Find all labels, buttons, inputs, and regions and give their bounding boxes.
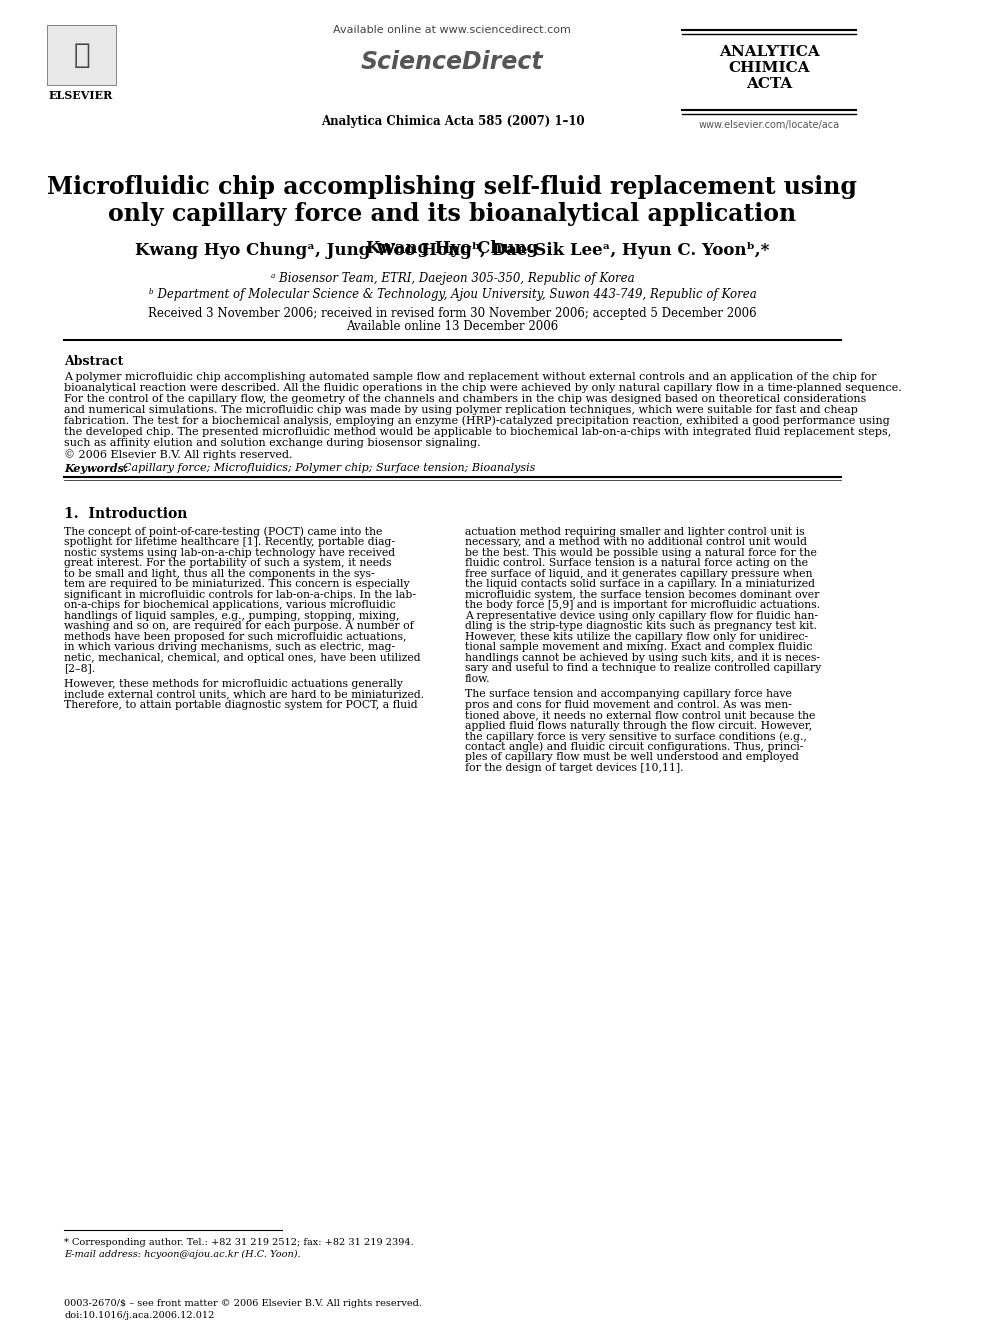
Text: dling is the strip-type diagnostic kits such as pregnancy test kit.: dling is the strip-type diagnostic kits … [464, 622, 816, 631]
Text: applied fluid flows naturally through the flow circuit. However,: applied fluid flows naturally through th… [464, 721, 811, 730]
Text: nostic systems using lab-on-a-chip technology have received: nostic systems using lab-on-a-chip techn… [64, 548, 395, 558]
Text: free surface of liquid, and it generates capillary pressure when: free surface of liquid, and it generates… [464, 569, 812, 578]
Text: [2–8].: [2–8]. [64, 663, 95, 673]
Text: Kwang Hyo Chung: Kwang Hyo Chung [366, 239, 539, 257]
Text: ANALYTICA
CHIMICA
ACTA: ANALYTICA CHIMICA ACTA [719, 45, 819, 91]
Bar [47, 25, 116, 85]
Text: Received 3 November 2006; received in revised form 30 November 2006; accepted 5 : Received 3 November 2006; received in re… [148, 307, 757, 320]
Text: tem are required to be miniaturized. This concern is especially: tem are required to be miniaturized. Thi… [64, 579, 410, 589]
Text: fabrication. The test for a biochemical analysis, employing an enzyme (HRP)-cata: fabrication. The test for a biochemical … [64, 415, 890, 426]
Text: Abstract: Abstract [64, 355, 123, 368]
Text: sary and useful to find a technique to realize controlled capillary: sary and useful to find a technique to r… [464, 663, 820, 673]
Text: The surface tension and accompanying capillary force have: The surface tension and accompanying cap… [464, 689, 792, 700]
Text: www.elsevier.com/locate/aca: www.elsevier.com/locate/aca [698, 120, 840, 130]
Text: Capillary force; Microfluidics; Polymer chip; Surface tension; Bioanalysis: Capillary force; Microfluidics; Polymer … [116, 463, 536, 472]
Text: the developed chip. The presented microfluidic method would be applicable to bio: the developed chip. The presented microf… [64, 427, 892, 437]
Text: © 2006 Elsevier B.V. All rights reserved.: © 2006 Elsevier B.V. All rights reserved… [64, 448, 293, 459]
Text: washing and so on, are required for each purpose. A number of: washing and so on, are required for each… [64, 622, 414, 631]
Text: to be small and light, thus all the components in the sys-: to be small and light, thus all the comp… [64, 569, 375, 578]
Text: tional sample movement and mixing. Exact and complex fluidic: tional sample movement and mixing. Exact… [464, 642, 812, 652]
Text: Keywords:: Keywords: [64, 463, 128, 474]
Text: flow.: flow. [464, 673, 490, 684]
Text: doi:10.1016/j.aca.2006.12.012: doi:10.1016/j.aca.2006.12.012 [64, 1311, 214, 1320]
Text: in which various driving mechanisms, such as electric, mag-: in which various driving mechanisms, suc… [64, 642, 395, 652]
Text: Available online at www.sciencedirect.com: Available online at www.sciencedirect.co… [333, 25, 571, 34]
Text: Available online 13 December 2006: Available online 13 December 2006 [346, 320, 558, 333]
Text: However, these methods for microfluidic actuations generally: However, these methods for microfluidic … [64, 679, 403, 689]
Text: The concept of point-of-care-testing (POCT) came into the: The concept of point-of-care-testing (PO… [64, 527, 383, 537]
Text: A polymer microfluidic chip accomplishing automated sample flow and replacement : A polymer microfluidic chip accomplishin… [64, 372, 877, 382]
Text: However, these kits utilize the capillary flow only for unidirec-: However, these kits utilize the capillar… [464, 632, 807, 642]
Text: tioned above, it needs no external flow control unit because the: tioned above, it needs no external flow … [464, 710, 815, 720]
Text: such as affinity elution and solution exchange during biosensor signaling.: such as affinity elution and solution ex… [64, 438, 481, 447]
Text: only capillary force and its bioanalytical application: only capillary force and its bioanalytic… [108, 202, 797, 226]
Text: ELSEVIER: ELSEVIER [49, 90, 113, 101]
Text: microfluidic system, the surface tension becomes dominant over: microfluidic system, the surface tension… [464, 590, 819, 599]
Text: handlings cannot be achieved by using such kits, and it is neces-: handlings cannot be achieved by using su… [464, 652, 819, 663]
Text: the liquid contacts solid surface in a capillary. In a miniaturized: the liquid contacts solid surface in a c… [464, 579, 814, 589]
Text: great interest. For the portability of such a system, it needs: great interest. For the portability of s… [64, 558, 392, 569]
Text: include external control units, which are hard to be miniaturized.: include external control units, which ar… [64, 689, 425, 700]
Text: ScienceDirect: ScienceDirect [361, 50, 544, 74]
Text: ᵃ Biosensor Team, ETRI, Daejeon 305-350, Republic of Korea: ᵃ Biosensor Team, ETRI, Daejeon 305-350,… [271, 273, 634, 284]
Text: actuation method requiring smaller and lighter control unit is: actuation method requiring smaller and l… [464, 527, 805, 537]
Text: E-mail address: hcyoon@ajou.ac.kr (H.C. Yoon).: E-mail address: hcyoon@ajou.ac.kr (H.C. … [64, 1249, 301, 1258]
Text: significant in microfluidic controls for lab-on-a-chips. In the lab-: significant in microfluidic controls for… [64, 590, 416, 599]
Text: ᵇ Department of Molecular Science & Technology, Ajou University, Suwon 443-749, : ᵇ Department of Molecular Science & Tech… [149, 288, 756, 300]
Text: the body force [5,9] and is important for microfluidic actuations.: the body force [5,9] and is important fo… [464, 601, 819, 610]
Text: for the design of target devices [10,11].: for the design of target devices [10,11]… [464, 762, 683, 773]
Text: Microfluidic chip accomplishing self-fluid replacement using: Microfluidic chip accomplishing self-flu… [48, 175, 857, 198]
Text: and numerical simulations. The microfluidic chip was made by using polymer repli: and numerical simulations. The microflui… [64, 405, 858, 415]
Text: Kwang Hyo Chungᵃ, Jung Woo Hongᵇ, Dae-Sik Leeᵃ, Hyun C. Yoonᵇ,*: Kwang Hyo Chungᵃ, Jung Woo Hongᵇ, Dae-Si… [135, 242, 770, 259]
Text: 1.  Introduction: 1. Introduction [64, 507, 187, 521]
Text: For the control of the capillary flow, the geometry of the channels and chambers: For the control of the capillary flow, t… [64, 394, 866, 404]
Text: 0003-2670/$ – see front matter © 2006 Elsevier B.V. All rights reserved.: 0003-2670/$ – see front matter © 2006 El… [64, 1299, 422, 1308]
Text: * Corresponding author. Tel.: +82 31 219 2512; fax: +82 31 219 2394.: * Corresponding author. Tel.: +82 31 219… [64, 1237, 414, 1246]
Text: be the best. This would be possible using a natural force for the: be the best. This would be possible usin… [464, 548, 816, 558]
Text: netic, mechanical, chemical, and optical ones, have been utilized: netic, mechanical, chemical, and optical… [64, 652, 421, 663]
Text: A representative device using only capillary flow for fluidic han-: A representative device using only capil… [464, 611, 817, 620]
Text: pros and cons for fluid movement and control. As was men-: pros and cons for fluid movement and con… [464, 700, 792, 709]
Text: Therefore, to attain portable diagnostic system for POCT, a fluid: Therefore, to attain portable diagnostic… [64, 700, 418, 709]
Text: spotlight for lifetime healthcare [1]. Recently, portable diag-: spotlight for lifetime healthcare [1]. R… [64, 537, 395, 548]
Text: Analytica Chimica Acta 585 (2007) 1–10: Analytica Chimica Acta 585 (2007) 1–10 [320, 115, 584, 128]
Text: ples of capillary flow must be well understood and employed: ples of capillary flow must be well unde… [464, 753, 799, 762]
Text: on-a-chips for biochemical applications, various microfluidic: on-a-chips for biochemical applications,… [64, 601, 396, 610]
Text: handlings of liquid samples, e.g., pumping, stopping, mixing,: handlings of liquid samples, e.g., pumpi… [64, 611, 400, 620]
Text: necessary, and a method with no additional control unit would: necessary, and a method with no addition… [464, 537, 806, 548]
Text: 🌿: 🌿 [73, 41, 90, 69]
Text: contact angle) and fluidic circuit configurations. Thus, princi-: contact angle) and fluidic circuit confi… [464, 742, 803, 753]
Text: fluidic control. Surface tension is a natural force acting on the: fluidic control. Surface tension is a na… [464, 558, 807, 569]
Text: methods have been proposed for such microfluidic actuations,: methods have been proposed for such micr… [64, 632, 407, 642]
Text: the capillary force is very sensitive to surface conditions (e.g.,: the capillary force is very sensitive to… [464, 732, 806, 742]
Text: bioanalytical reaction were described. All the fluidic operations in the chip we: bioanalytical reaction were described. A… [64, 382, 902, 393]
